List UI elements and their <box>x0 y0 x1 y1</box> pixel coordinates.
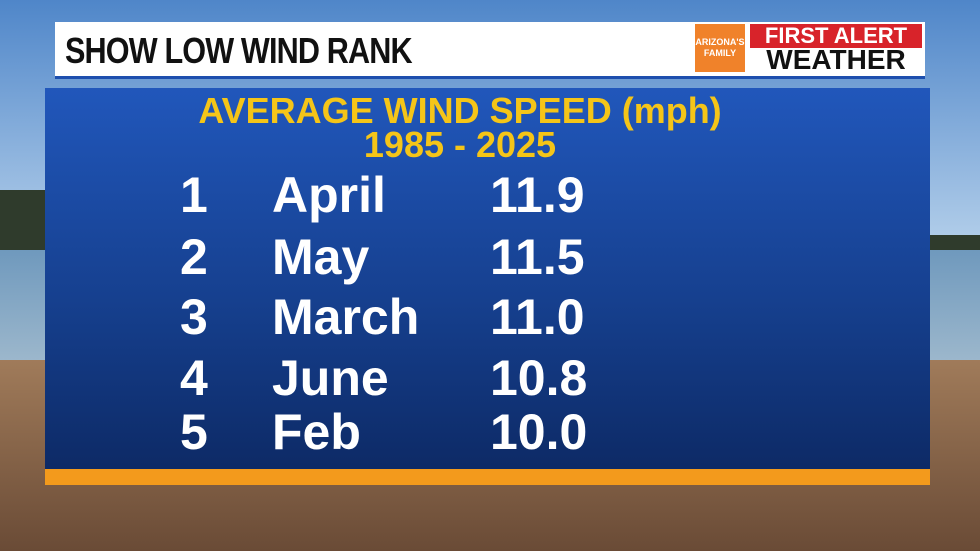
speed: 10.8 <box>490 350 588 406</box>
month: Feb <box>272 404 361 460</box>
rank: 3 <box>180 289 208 345</box>
month: April <box>272 167 386 223</box>
month: June <box>272 350 389 406</box>
rank: 4 <box>180 350 208 406</box>
panel <box>45 88 930 469</box>
rank: 5 <box>180 404 208 460</box>
heading: AVERAGE WIND SPEED (mph) <box>198 90 722 131</box>
rank: 2 <box>180 229 208 285</box>
stripe <box>45 469 930 485</box>
month: March <box>272 289 420 345</box>
speed: 11.5 <box>490 229 585 285</box>
speed: 11.9 <box>490 167 585 223</box>
brand-bottom: WEATHER <box>766 44 906 75</box>
month: May <box>272 229 370 285</box>
header-bar: SHOW LOW WIND RANK ARIZONA'S FAMILY FIRS… <box>55 22 925 79</box>
brand-top: FIRST ALERT <box>750 24 922 48</box>
speed: 10.0 <box>490 404 588 460</box>
title: SHOW LOW WIND RANK <box>65 30 413 71</box>
rank: 1 <box>180 167 208 223</box>
subheading: 1985 - 2025 <box>363 124 557 165</box>
speed: 11.0 <box>490 289 585 345</box>
logo: ARIZONA'S FAMILY <box>695 24 745 72</box>
